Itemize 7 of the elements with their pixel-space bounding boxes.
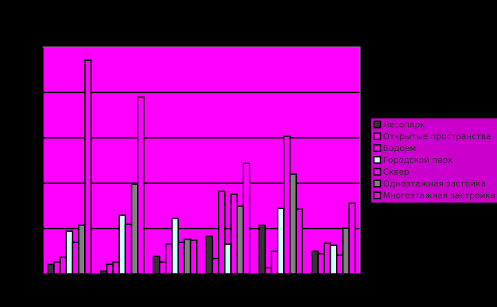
legend-label: Лесопарк	[383, 121, 425, 130]
legend-label: Многоэтажная застройка	[384, 192, 495, 200]
legend-label: Открытые пространства	[383, 132, 490, 141]
legend-label: Сквер	[383, 168, 409, 176]
legend-label: Городской парк	[384, 156, 453, 165]
legend-label: Водоем	[384, 144, 416, 152]
legend-label: Одноэтажная застойка	[383, 180, 486, 188]
